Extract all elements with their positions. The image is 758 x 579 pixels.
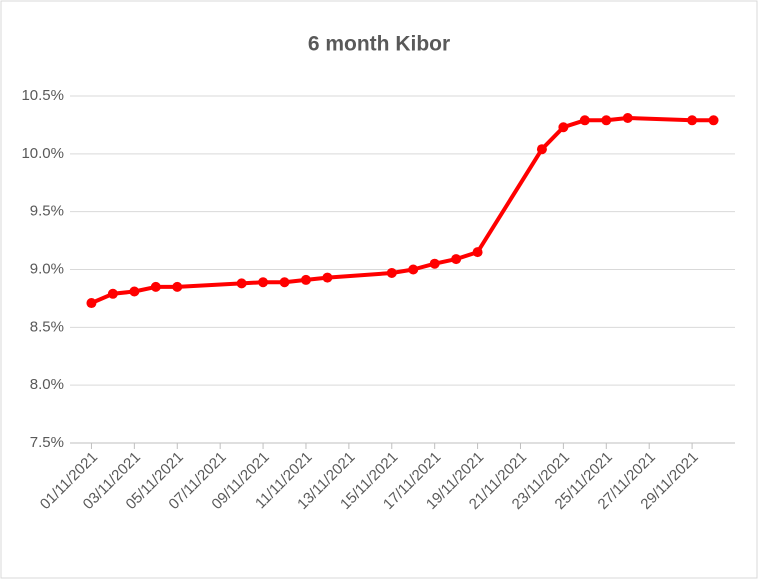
- marker: [322, 272, 333, 283]
- marker: [258, 277, 269, 288]
- y-tick-label: 7.5%: [30, 434, 64, 451]
- marker: [386, 267, 397, 278]
- marker: [558, 122, 569, 133]
- marker: [472, 247, 483, 258]
- y-tick-label: 9.0%: [30, 260, 64, 277]
- marker: [601, 115, 612, 126]
- marker: [622, 112, 633, 123]
- line: [90, 116, 714, 305]
- y-tick-label: 8.0%: [30, 376, 64, 393]
- marker: [86, 298, 97, 309]
- marker: [300, 274, 311, 285]
- marker: [579, 115, 590, 126]
- y-tick-label: 9.5%: [30, 203, 64, 220]
- marker: [279, 277, 290, 288]
- marker: [429, 258, 440, 269]
- marker: [172, 281, 183, 292]
- y-tick-label: 8.5%: [30, 318, 64, 335]
- chart-title: 6 month Kibor: [308, 33, 450, 56]
- marker: [687, 115, 698, 126]
- marker: [236, 278, 247, 289]
- marker: [150, 281, 161, 292]
- y-tick-label: 10.5%: [21, 87, 64, 104]
- marker: [408, 264, 419, 275]
- y-tick-label: 10.0%: [21, 145, 64, 162]
- marker: [708, 115, 719, 126]
- marker: [107, 288, 118, 299]
- marker: [536, 144, 547, 155]
- marker: [451, 254, 462, 265]
- marker: [129, 286, 140, 297]
